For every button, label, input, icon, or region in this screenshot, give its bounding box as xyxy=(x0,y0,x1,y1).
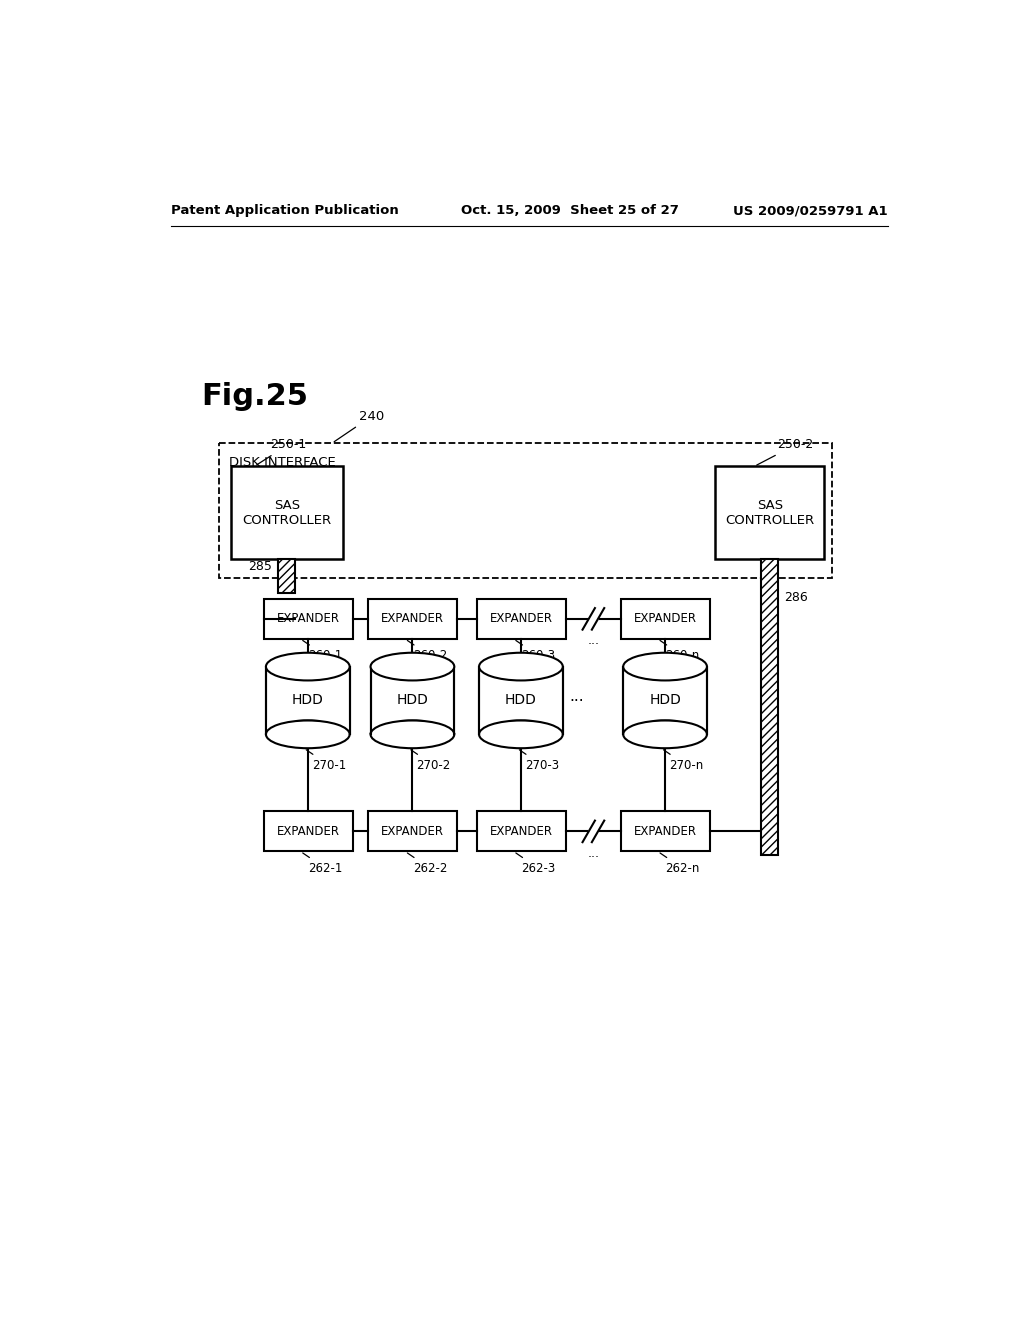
Bar xyxy=(369,599,458,639)
Text: 260-2: 260-2 xyxy=(408,640,447,663)
Ellipse shape xyxy=(624,721,707,748)
Text: ...: ... xyxy=(588,635,599,647)
Text: DISK INTERFACE: DISK INTERFACE xyxy=(228,455,336,469)
Text: Oct. 15, 2009  Sheet 25 of 27: Oct. 15, 2009 Sheet 25 of 27 xyxy=(461,205,679,218)
Bar xyxy=(219,444,831,578)
Ellipse shape xyxy=(479,721,563,748)
Text: HDD: HDD xyxy=(505,693,537,708)
Bar xyxy=(265,719,350,734)
Bar xyxy=(279,558,295,594)
Bar xyxy=(716,466,824,558)
Text: EXPANDER: EXPANDER xyxy=(634,825,697,838)
Bar xyxy=(266,667,349,734)
Text: HDD: HDD xyxy=(396,693,428,708)
Text: HDD: HDD xyxy=(292,693,324,708)
Ellipse shape xyxy=(479,653,563,681)
Text: Fig.25: Fig.25 xyxy=(202,381,308,411)
Text: ...: ... xyxy=(569,689,584,704)
Text: 285: 285 xyxy=(248,560,272,573)
Text: 270-3: 270-3 xyxy=(519,750,559,772)
Ellipse shape xyxy=(371,721,455,748)
Text: EXPANDER: EXPANDER xyxy=(381,825,444,838)
Text: 270-2: 270-2 xyxy=(411,750,451,772)
Text: US 2009/0259791 A1: US 2009/0259791 A1 xyxy=(733,205,888,218)
Text: Patent Application Publication: Patent Application Publication xyxy=(171,205,398,218)
Text: 260-1: 260-1 xyxy=(303,640,342,663)
Text: 250-1: 250-1 xyxy=(257,438,306,465)
Text: EXPANDER: EXPANDER xyxy=(276,825,340,838)
Text: 262-n: 262-n xyxy=(660,853,699,875)
Bar xyxy=(624,667,707,734)
Text: ...: ... xyxy=(588,847,599,859)
Text: SAS
CONTROLLER: SAS CONTROLLER xyxy=(725,499,814,527)
Bar xyxy=(479,667,563,734)
Text: 270-1: 270-1 xyxy=(306,750,346,772)
Text: 260-n: 260-n xyxy=(660,640,699,663)
Bar xyxy=(369,812,458,851)
Bar xyxy=(370,719,455,734)
Bar xyxy=(621,812,710,851)
Text: EXPANDER: EXPANDER xyxy=(634,612,697,626)
Bar xyxy=(478,719,563,734)
Ellipse shape xyxy=(266,721,349,748)
Bar xyxy=(231,466,343,558)
Bar xyxy=(761,558,778,855)
Bar xyxy=(371,667,455,734)
Text: 262-1: 262-1 xyxy=(303,853,343,875)
Text: 286: 286 xyxy=(784,591,808,603)
Text: 260-3: 260-3 xyxy=(516,640,555,663)
Text: SAS
CONTROLLER: SAS CONTROLLER xyxy=(243,499,332,527)
Text: EXPANDER: EXPANDER xyxy=(489,612,553,626)
Text: 270-n: 270-n xyxy=(664,750,703,772)
Text: EXPANDER: EXPANDER xyxy=(489,825,553,838)
Bar xyxy=(477,812,566,851)
Text: HDD: HDD xyxy=(649,693,681,708)
Text: 240: 240 xyxy=(334,409,384,442)
Bar xyxy=(477,599,566,639)
Bar xyxy=(263,599,352,639)
Ellipse shape xyxy=(624,653,707,681)
Ellipse shape xyxy=(266,653,349,681)
Text: 250-2: 250-2 xyxy=(757,438,814,465)
Bar xyxy=(263,812,352,851)
Bar xyxy=(621,599,710,639)
Text: EXPANDER: EXPANDER xyxy=(276,612,340,626)
Bar xyxy=(623,719,708,734)
Ellipse shape xyxy=(371,653,455,681)
Text: EXPANDER: EXPANDER xyxy=(381,612,444,626)
Text: 262-2: 262-2 xyxy=(408,853,447,875)
Text: 262-3: 262-3 xyxy=(516,853,556,875)
